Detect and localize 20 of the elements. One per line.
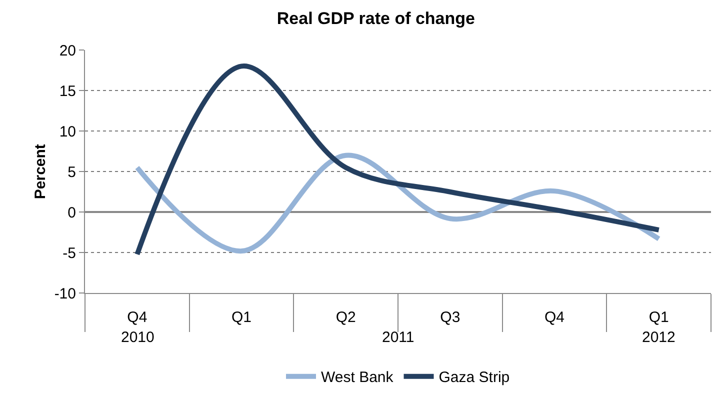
x-tick-label: Q4 <box>127 309 148 326</box>
legend-label: West Bank <box>321 369 394 386</box>
text: 2010 <box>121 329 154 346</box>
x-tick-label: Q1 <box>648 309 669 326</box>
text: 2012 <box>642 329 676 346</box>
x-tick-label: Q4 <box>544 309 565 326</box>
y-tick-label: 5 <box>68 164 76 181</box>
y-tick-label: -5 <box>62 244 76 262</box>
x-tick-label: Q1 <box>231 309 252 326</box>
y-tick-label: -10 <box>54 285 76 302</box>
y-axis-title: Percent <box>32 144 49 200</box>
y-tick-label: 0 <box>68 204 76 222</box>
chart-title: Real GDP rate of change <box>276 9 476 28</box>
y-tick-label: 20 <box>59 42 76 60</box>
text: 2011 <box>382 329 414 346</box>
x-tick-label: Q2 <box>336 309 356 326</box>
legend-label: Gaza Strip <box>438 369 510 386</box>
y-tick-label: 10 <box>59 123 76 140</box>
y-tick-label: 15 <box>59 82 76 100</box>
x-tick-label: Q3 <box>440 309 460 326</box>
